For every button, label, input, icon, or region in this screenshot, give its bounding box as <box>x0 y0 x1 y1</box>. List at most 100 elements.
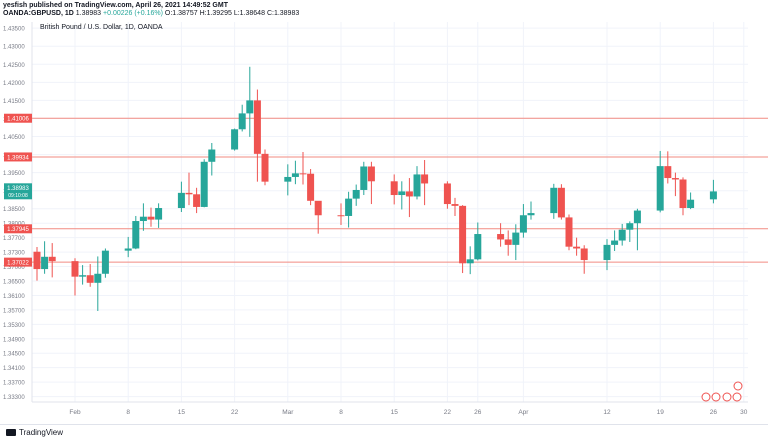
candle-body <box>466 259 474 264</box>
candle-body <box>261 153 269 182</box>
y-tick-label: 1.43500 <box>3 27 25 33</box>
chart-title: British Pound / U.S. Dollar, 1D, OANDA <box>40 24 163 31</box>
event-marker-icon <box>733 381 743 391</box>
x-tick-label: 15 <box>391 409 399 416</box>
current-price-label: 1.38983 <box>7 186 29 192</box>
candle-body <box>360 166 368 190</box>
y-tick-label: 1.35700 <box>3 308 25 314</box>
level-label: 1.39934 <box>7 155 29 161</box>
candle-body <box>565 217 573 247</box>
level-label-bg <box>4 152 32 162</box>
candle-body <box>687 199 695 209</box>
y-tick-label: 1.34500 <box>3 352 25 358</box>
candle-body <box>413 174 421 197</box>
y-tick-label: 1.42000 <box>3 81 25 87</box>
price: 1.38983 <box>75 10 102 17</box>
level-label-bg <box>4 224 32 234</box>
y-tick-label: 1.37300 <box>3 251 25 257</box>
current-price-bg <box>4 183 32 200</box>
candle-body <box>512 232 520 245</box>
candle-body <box>580 248 588 261</box>
candle-body <box>246 100 254 114</box>
y-tick-label: 1.36100 <box>3 294 25 300</box>
x-tick-label: 30 <box>740 409 748 416</box>
y-tick-label: 1.41500 <box>3 99 25 105</box>
candle-body <box>504 239 512 245</box>
candle-body <box>238 113 246 130</box>
candle-body <box>200 161 208 207</box>
candle-body <box>147 216 155 220</box>
candle-body <box>611 240 619 245</box>
x-tick-label: 22 <box>231 409 239 416</box>
y-tick-label: 1.39500 <box>3 171 25 177</box>
y-tick-label: 1.35300 <box>3 323 25 329</box>
y-tick-label: 1.36500 <box>3 279 25 285</box>
candle-body <box>124 248 132 251</box>
x-tick-label: 15 <box>178 409 186 416</box>
candle-body <box>367 166 375 182</box>
candle-body <box>443 183 451 205</box>
x-tick-label: 26 <box>710 409 718 416</box>
candle-body <box>132 221 140 249</box>
x-tick-label: Apr <box>518 409 529 416</box>
candle-body <box>71 261 79 277</box>
candle-body <box>656 166 664 211</box>
chart-frame[interactable]: 1.43500 1.43000 1.42500 1.42000 1.41500 1.410… <box>0 22 768 424</box>
candle-body <box>451 204 459 206</box>
candle-body <box>550 187 558 214</box>
candle-body <box>671 178 679 180</box>
candle-body <box>459 205 467 264</box>
candle-body <box>33 251 41 270</box>
y-tick-label: 1.42500 <box>3 63 25 69</box>
level-label: 1.37945 <box>7 227 29 233</box>
y-tick-label: 1.37000 <box>3 265 25 271</box>
candle-body <box>626 223 634 230</box>
y-tick-label: 1.40500 <box>3 135 25 141</box>
candle-body <box>291 173 299 177</box>
symbol-line: OANDA:GBPUSD, 1D 1.38983 +0.00226 (+0.16… <box>3 10 299 18</box>
y-tick-label: 1.33700 <box>3 381 25 387</box>
candle-body <box>155 208 163 220</box>
level-label-bg <box>4 257 32 267</box>
event-marker-icon <box>732 392 742 402</box>
x-tick-label: 26 <box>474 409 482 416</box>
tradingview-mark-icon <box>6 429 16 436</box>
candle-body <box>603 244 611 261</box>
candle-body <box>139 216 147 222</box>
candle-body <box>193 194 201 207</box>
y-tick-label: 1.34100 <box>3 366 25 372</box>
level-label: 1.41006 <box>7 117 29 123</box>
candle-body <box>664 166 672 179</box>
y-tick-label: 1.38500 <box>3 207 25 213</box>
event-marker-icon <box>701 392 711 402</box>
event-marker-icon <box>722 392 732 402</box>
y-tick-label: 1.43000 <box>3 45 25 51</box>
candle-body <box>299 173 307 175</box>
candle-body <box>253 100 261 154</box>
candle-body <box>527 213 535 216</box>
published-line: yesfish published on TradingView.com, Ap… <box>3 2 228 9</box>
countdown-label: 09:10:08 <box>8 193 28 199</box>
candle-body <box>185 192 193 195</box>
candle-body <box>345 198 353 216</box>
candle-body <box>474 234 482 260</box>
x-tick-label: 22 <box>444 409 452 416</box>
high-value: H:1.39295 <box>199 10 232 17</box>
candle-body <box>497 234 505 240</box>
candle-body <box>519 215 527 233</box>
candle-body <box>101 250 109 274</box>
symbol: OANDA:GBPUSD, 1D <box>3 10 74 17</box>
y-tick-label: 1.34900 <box>3 337 25 343</box>
candle-body <box>231 129 239 150</box>
candle-body <box>41 256 49 270</box>
low-value: L:1.38648 <box>233 10 265 17</box>
candle-body <box>86 275 94 283</box>
y-tick-label: 1.37700 <box>3 236 25 242</box>
candle-body <box>618 229 626 241</box>
candlestick-chart[interactable]: 1.43500 1.43000 1.42500 1.42000 1.41500 1.410… <box>0 22 768 424</box>
x-tick-label: 19 <box>657 409 665 416</box>
candle-body <box>352 189 360 199</box>
y-tick-label: 1.33300 <box>3 395 25 401</box>
chart-header: yesfish published on TradingView.com, Ap… <box>3 2 299 18</box>
level-label-bg <box>4 113 32 123</box>
